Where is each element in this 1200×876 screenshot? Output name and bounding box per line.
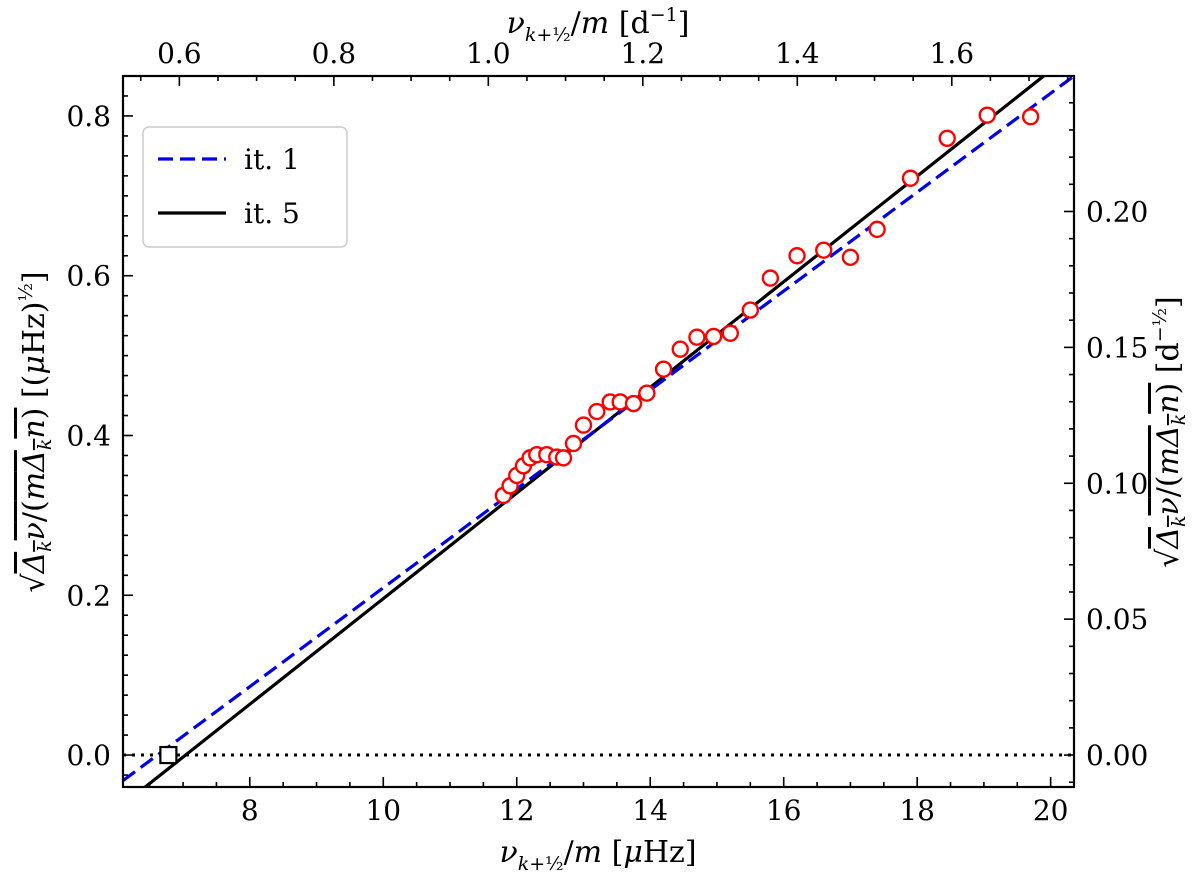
intercept-square-marker bbox=[159, 745, 178, 765]
x2-tick-label: 0.8 bbox=[312, 37, 357, 70]
y-tick-label: 0.0 bbox=[66, 739, 111, 772]
data-point bbox=[588, 402, 606, 421]
data-point bbox=[554, 449, 573, 467]
y-tick-label: 0.6 bbox=[66, 260, 111, 293]
x2-tick-label: 1.2 bbox=[621, 37, 666, 70]
y2-tick-label: 0.00 bbox=[1086, 739, 1148, 772]
x-tick-label: 8 bbox=[241, 794, 259, 827]
y2-tick-label: 0.10 bbox=[1086, 467, 1148, 500]
legend-label-it5: it. 5 bbox=[244, 197, 300, 230]
x-tick-label: 18 bbox=[899, 794, 935, 827]
x2-tick-label: 1.4 bbox=[775, 37, 820, 70]
data-point bbox=[574, 416, 593, 434]
data-point bbox=[741, 301, 760, 319]
y-tick-label: 0.8 bbox=[66, 100, 111, 133]
data-point bbox=[671, 340, 689, 358]
legend-label-it1: it. 1 bbox=[244, 143, 300, 176]
y2-axis-title: √Δkν/(mΔkn) [d−½] bbox=[1149, 296, 1190, 568]
y-tick-label: 0.4 bbox=[66, 419, 111, 452]
data-point bbox=[901, 169, 920, 187]
data-point bbox=[868, 220, 886, 239]
y-tick-label: 0.2 bbox=[66, 579, 111, 612]
data-point bbox=[638, 384, 656, 402]
data-point bbox=[938, 129, 956, 148]
data-point bbox=[721, 324, 740, 342]
data-point bbox=[564, 434, 583, 453]
y2-tick-label: 0.15 bbox=[1086, 331, 1148, 364]
data-point bbox=[688, 328, 706, 346]
axis-tick-labels: 8 10 12 14 16 18 20 0.6 0.8 1.0 1.2 1.4 1.6 0.0 0.2 0.4… bbox=[66, 37, 1148, 827]
x-axis-title: νk+½/m [μHz] bbox=[499, 835, 696, 875]
data-point bbox=[978, 106, 996, 124]
y2-tick-label: 0.20 bbox=[1086, 195, 1148, 228]
data-point bbox=[624, 394, 643, 413]
x-tick-label: 20 bbox=[1033, 794, 1069, 827]
data-point bbox=[654, 360, 673, 378]
plot-layer bbox=[123, 76, 1074, 787]
data-point bbox=[815, 241, 833, 259]
x-tick-label: 12 bbox=[499, 794, 535, 827]
x-tick-label: 10 bbox=[365, 794, 401, 827]
plot-frame bbox=[121, 74, 1076, 789]
legend: it. 1 it. 5 bbox=[142, 126, 348, 248]
legend-box bbox=[142, 126, 348, 248]
data-point bbox=[788, 247, 806, 265]
data-point bbox=[1021, 108, 1040, 126]
x2-tick-label: 1.0 bbox=[466, 37, 511, 70]
x2-tick-label: 0.6 bbox=[157, 37, 202, 70]
y2-tick-label: 0.05 bbox=[1086, 603, 1148, 636]
data-points bbox=[494, 106, 1040, 505]
x2-tick-label: 1.6 bbox=[930, 37, 975, 70]
data-point bbox=[761, 269, 780, 287]
data-point bbox=[841, 248, 860, 267]
y-axis-title: √Δkν/(mΔkn) [(μHz)½] bbox=[15, 271, 56, 592]
data-point bbox=[704, 327, 723, 346]
x-tick-label: 16 bbox=[766, 794, 802, 827]
x-tick-label: 14 bbox=[632, 794, 668, 827]
